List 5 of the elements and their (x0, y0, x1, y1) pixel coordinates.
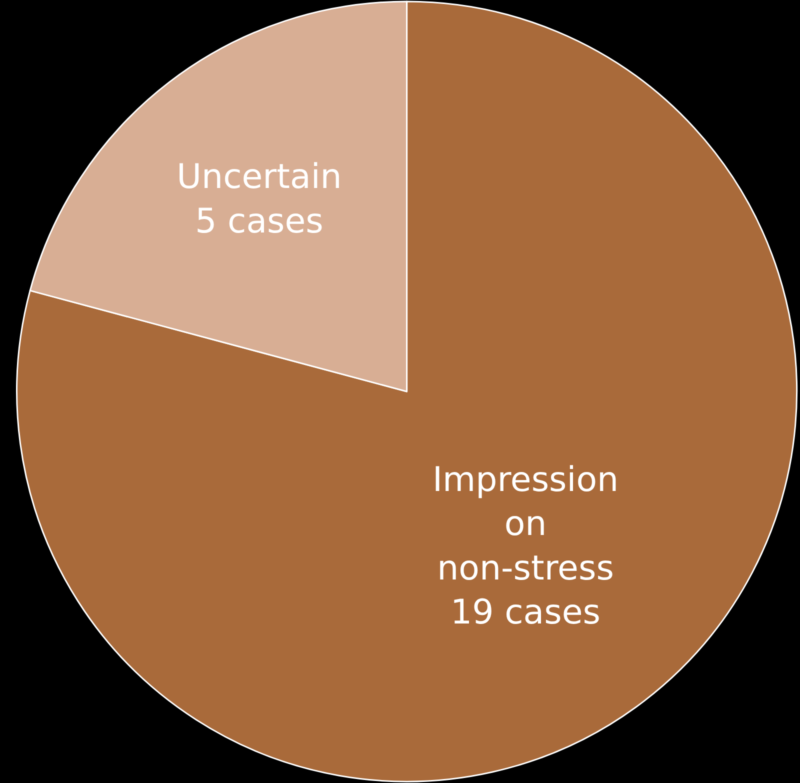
data-label: 19 cases (450, 592, 600, 633)
slice-label: Uncertain (176, 157, 342, 198)
pie-slice (16, 0, 798, 782)
slice-label: Impression on non-stress (432, 460, 619, 588)
data-label: 5 cases (195, 201, 324, 242)
